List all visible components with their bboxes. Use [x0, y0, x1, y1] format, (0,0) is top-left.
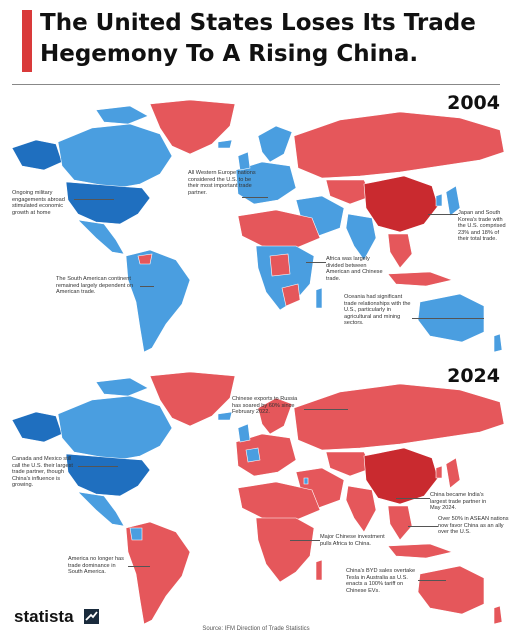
western-europe	[235, 161, 297, 205]
arctic-islands	[95, 377, 149, 397]
new-zealand	[493, 605, 503, 625]
madagascar	[315, 559, 323, 581]
central-asia	[325, 451, 373, 477]
leader-line	[290, 540, 320, 541]
year-label-2024: 2024	[447, 365, 500, 387]
statista-logo-icon	[84, 609, 99, 624]
note-2024-russia: Chinese exports to Russia has soared by …	[232, 396, 298, 416]
new-zealand	[493, 333, 503, 353]
south-america	[125, 521, 191, 625]
venezuela	[137, 253, 153, 265]
japan	[445, 457, 461, 489]
japan	[445, 185, 461, 217]
leader-line	[306, 262, 326, 263]
usa	[65, 181, 151, 225]
note-2004-south-america: The South American continent remained la…	[56, 276, 134, 296]
southeast-asia	[387, 233, 413, 269]
uk	[237, 423, 251, 443]
usa	[65, 453, 151, 497]
page-title: The United States Loses Its Trade Hegemo…	[40, 8, 500, 70]
alaska	[11, 411, 63, 443]
leader-line	[242, 197, 268, 198]
indonesia	[387, 543, 454, 559]
note-2024-asean: Over 50% in ASEAN nations now favor Chin…	[438, 516, 509, 536]
note-2024-canada-mexico: Canada and Mexico still call the U.S. th…	[12, 456, 73, 489]
title-line-2: Hegemony To A Rising China.	[40, 41, 419, 67]
note-2024-south-america: America no longer has trade dominance in…	[68, 556, 124, 576]
africa-patch-2	[281, 283, 301, 307]
leader-line	[428, 214, 458, 215]
china	[363, 175, 439, 233]
note-2024-africa: Major Chinese investment pulls Africa to…	[320, 534, 385, 547]
korea	[435, 193, 443, 207]
world-map-2024	[11, 371, 505, 625]
note-2004-japan-korea: Japan and South Korea's trade with the U…	[458, 210, 506, 243]
leader-line	[304, 409, 348, 410]
india	[345, 213, 377, 261]
leader-line	[408, 526, 438, 527]
scandinavia	[257, 397, 293, 435]
central-asia	[325, 179, 373, 205]
africa-north	[237, 209, 321, 249]
greenland	[149, 371, 236, 427]
indonesia	[387, 271, 454, 287]
colombia	[129, 527, 143, 541]
title-divider	[12, 84, 500, 85]
note-2024-india: China became India's largest trade partn…	[430, 492, 487, 512]
australia	[417, 565, 485, 615]
india	[345, 485, 377, 533]
russia	[293, 111, 505, 179]
note-2004-africa: Africa was largely divided between Ameri…	[326, 256, 383, 282]
title-accent-bar	[22, 10, 32, 72]
statista-logo: statista	[14, 607, 74, 626]
note-2004-europe: All Western Europe nations considered th…	[188, 170, 256, 196]
canada	[57, 395, 173, 461]
scandinavia	[257, 125, 293, 163]
source-note: Source: IFM Direction of Trade Statistic…	[202, 626, 310, 632]
note-2024-australia: China's BYD sales overtake Tesla in Aust…	[346, 568, 416, 594]
mexico	[77, 219, 125, 255]
alaska	[11, 139, 63, 171]
leader-line	[128, 566, 150, 567]
mexico	[77, 491, 125, 527]
note-2004-oceania: Oceania had significant trade relationsh…	[344, 294, 411, 327]
year-label-2004: 2004	[447, 92, 500, 114]
china	[363, 447, 439, 505]
uk	[237, 151, 251, 171]
leader-line	[140, 286, 154, 287]
madagascar	[315, 287, 323, 309]
arctic-islands	[95, 105, 149, 125]
israel	[303, 477, 309, 485]
eu-us-partner	[245, 447, 261, 463]
leader-line	[396, 498, 430, 499]
africa-patch-1	[269, 253, 291, 277]
africa-north	[237, 481, 321, 521]
title-line-1: The United States Loses Its Trade	[40, 10, 476, 36]
world-map-2004	[11, 99, 505, 353]
leader-line	[78, 466, 118, 467]
greenland	[149, 99, 236, 155]
canada	[57, 123, 173, 189]
korea	[435, 465, 443, 479]
russia	[293, 383, 505, 451]
leader-line	[74, 199, 114, 200]
southeast-asia	[387, 505, 413, 541]
leader-line	[412, 318, 484, 319]
leader-line	[418, 580, 446, 581]
iceland	[217, 139, 233, 149]
africa-central	[255, 517, 315, 583]
iceland	[217, 411, 233, 421]
western-europe	[235, 433, 297, 477]
note-2004-military: Ongoing military engagements abroad stim…	[12, 190, 65, 216]
south-america	[125, 249, 191, 353]
